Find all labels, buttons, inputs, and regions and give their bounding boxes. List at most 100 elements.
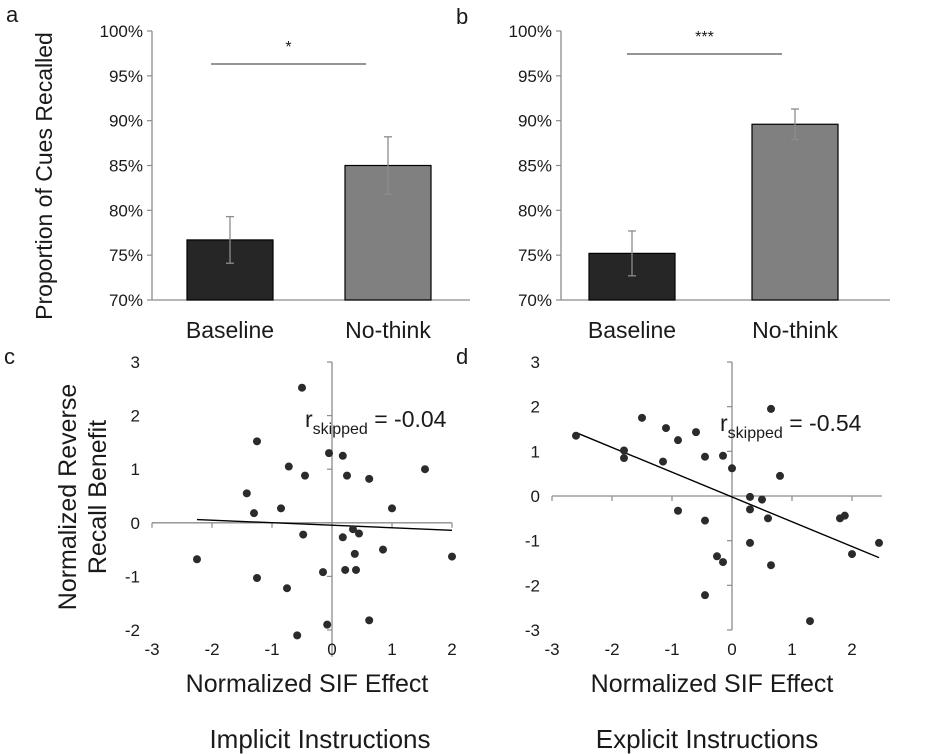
- data-point: [338, 451, 347, 460]
- y-axis-label-top: Proportion of Cues Recalled: [31, 32, 57, 320]
- x-tick-label: -2: [604, 640, 619, 659]
- y-tick-label: 80%: [109, 201, 143, 220]
- data-point: [421, 465, 429, 474]
- data-point: [253, 437, 261, 446]
- data-point: [674, 506, 682, 515]
- data-point: [701, 516, 709, 525]
- data-point: [746, 492, 754, 501]
- y-tick-label: 2: [531, 398, 540, 417]
- data-point: [806, 617, 814, 626]
- y-tick-label: 95%: [518, 67, 552, 86]
- data-point: [875, 538, 883, 547]
- data-point: [638, 413, 646, 422]
- bar-no-think: [751, 123, 839, 301]
- data-point: [349, 525, 357, 534]
- data-point: [323, 620, 332, 629]
- y-tick-label: -3: [525, 621, 540, 640]
- data-point: [776, 471, 784, 480]
- data-point: [719, 558, 727, 567]
- data-point: [701, 591, 709, 600]
- data-point: [746, 538, 754, 547]
- data-point: [365, 616, 374, 625]
- data-point: [253, 574, 261, 583]
- data-point: [283, 584, 291, 593]
- y-tick-label: 75%: [518, 246, 552, 265]
- x-tick-label: 2: [447, 640, 456, 659]
- x-tick-label: -1: [264, 640, 279, 659]
- y-tick-label: 90%: [518, 112, 552, 131]
- x-tick-label: -2: [204, 640, 219, 659]
- data-point: [352, 565, 360, 574]
- panel-label-d: d: [456, 344, 468, 369]
- data-point: [379, 545, 387, 554]
- panel-d-scatter-plot: -3 -2 -1 0 1 2 -3 -2 -1 0 1 2 3 rskipped = -0.54 Norma…: [525, 353, 883, 698]
- y-tick-label: 70%: [518, 291, 552, 310]
- x-tick-label: No-think: [345, 317, 431, 343]
- y-axis-label-bottom-line1: Normalized Reverse: [54, 384, 82, 610]
- panel-label-a: a: [6, 2, 19, 27]
- y-tick-label: 100%: [509, 22, 552, 41]
- data-point: [728, 464, 736, 473]
- y-tick-label: -2: [125, 621, 140, 640]
- x-tick-label: -3: [144, 640, 159, 659]
- data-point: [325, 449, 333, 458]
- data-point: [301, 471, 309, 480]
- x-tick-label: 1: [387, 640, 396, 659]
- data-point: [572, 431, 580, 440]
- data-point: [840, 511, 849, 520]
- y-axis-label-bottom-line2: Recall Benefit: [84, 420, 112, 574]
- x-tick-label: 0: [327, 640, 336, 659]
- data-point: [692, 428, 700, 437]
- data-point: [343, 471, 351, 480]
- data-point: [758, 495, 766, 504]
- x-tick-label: 2: [847, 640, 856, 659]
- data-point: [674, 436, 682, 445]
- r-skipped-label: rskipped = -0.04: [305, 406, 447, 438]
- data-point: [719, 451, 727, 460]
- panel-label-c: c: [4, 344, 15, 369]
- x-tick-label: Baseline: [186, 317, 274, 343]
- significance-stars: *: [285, 39, 291, 56]
- y-tick-label: 75%: [109, 246, 143, 265]
- x-tick-label: -3: [544, 640, 559, 659]
- x-axis-label: Normalized SIF Effect: [591, 670, 834, 698]
- y-tick-label: 2: [131, 407, 140, 426]
- y-tick-label: 0: [531, 487, 540, 506]
- y-tick-label: 100%: [100, 22, 143, 41]
- data-point: [341, 565, 350, 574]
- data-point: [620, 454, 628, 463]
- data-point: [764, 514, 772, 523]
- data-point: [713, 552, 721, 561]
- data-point: [659, 457, 667, 466]
- y-tick-label: 1: [531, 442, 540, 461]
- x-axis-label: Normalized SIF Effect: [186, 670, 429, 698]
- y-tick-label: -1: [525, 532, 540, 551]
- data-point: [193, 555, 201, 564]
- data-point: [448, 552, 456, 561]
- y-tick-label: 95%: [109, 67, 143, 86]
- y-tick-label: 85%: [109, 157, 143, 176]
- y-tick-label: 85%: [518, 157, 552, 176]
- y-tick-label: 3: [131, 353, 140, 372]
- data-point: [355, 529, 363, 538]
- x-tick-label: 1: [787, 640, 796, 659]
- data-point: [242, 489, 251, 498]
- y-tick-label: 90%: [109, 112, 143, 131]
- data-point: [299, 530, 308, 539]
- data-point: [746, 505, 754, 514]
- data-point: [662, 424, 670, 433]
- data-point: [767, 404, 775, 413]
- caption-explicit-instructions: Explicit Instructions: [596, 724, 819, 754]
- regression-line: [196, 518, 453, 532]
- panel-a-bar-chart: 70% 75% 80% 85% 90% 95% 100% Baseline No-think *: [100, 22, 470, 343]
- data-point: [701, 452, 709, 461]
- y-tick-label: 3: [531, 353, 540, 372]
- data-point: [319, 568, 327, 577]
- x-tick-label: No-think: [752, 317, 838, 343]
- data-point: [293, 631, 302, 640]
- data-point: [284, 462, 293, 471]
- x-tick-label: 0: [727, 640, 736, 659]
- significance-stars: ***: [695, 29, 714, 46]
- y-tick-label: -2: [525, 576, 540, 595]
